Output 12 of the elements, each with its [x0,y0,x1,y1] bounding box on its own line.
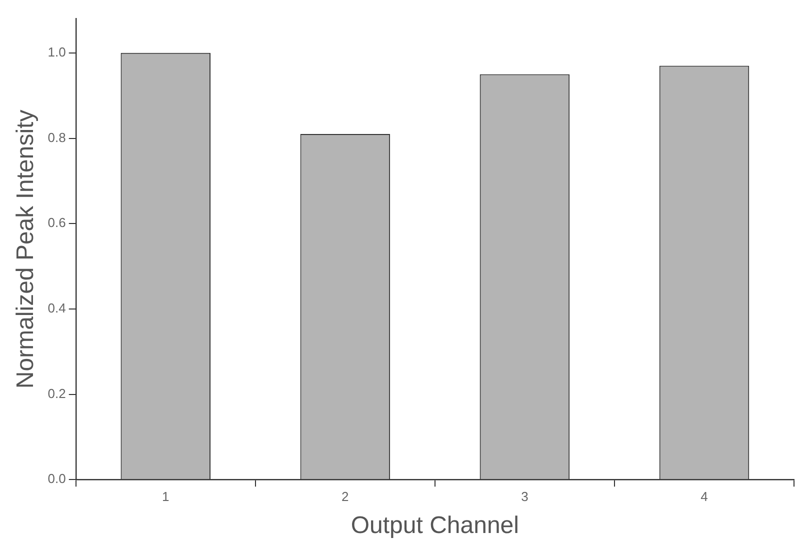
x-tick-label: 2 [342,488,349,504]
y-tick-label: 0.0 [48,471,66,486]
x-tick-label: 3 [521,488,528,504]
y-tick-label: 0.2 [48,386,66,401]
x-tick-label: 4 [700,488,708,504]
y-tick-label: 0.4 [48,300,66,316]
y-tick-label: 0.6 [48,215,66,230]
y-tick-label: 1.0 [48,44,66,60]
y-axis-title: Normalized Peak Intensity [12,110,40,389]
y-tick-label: 0.8 [48,130,66,145]
x-tick-label: 1 [162,488,170,504]
x-axis-title: Output Channel [350,512,519,540]
